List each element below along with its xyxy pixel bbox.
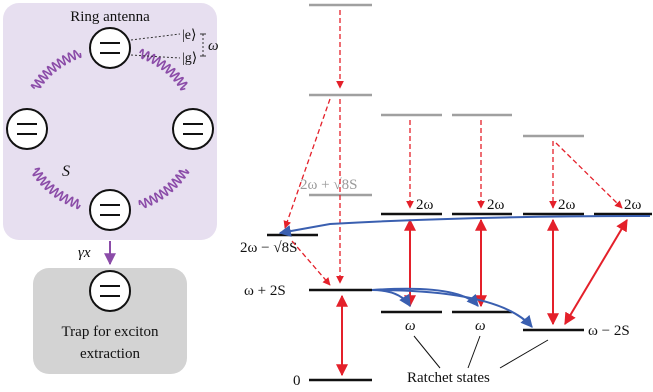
level-w-minus-2s-label: ω − 2S — [588, 323, 630, 339]
coupling-label: S — [62, 163, 70, 180]
trap-site — [89, 270, 131, 312]
leader-line-g — [130, 54, 181, 59]
dashed-arrow-minus-to-w2s — [291, 240, 331, 286]
ratchet-states-label: Ratchet states — [407, 370, 490, 386]
leader-line-e — [130, 33, 181, 41]
decay-label: γx — [78, 245, 91, 261]
state-e-label: |e⟩ — [182, 28, 196, 43]
trap-label-line1: Trap for exciton — [62, 324, 159, 340]
site-left — [6, 108, 48, 150]
trap-label-line2: extraction — [80, 346, 140, 362]
level-2w-plus-label: 2ω + √8S — [300, 177, 357, 193]
level-2w-d-label: 2ω — [624, 197, 642, 213]
state-g-label: |g⟩ — [182, 51, 197, 66]
site-right — [172, 108, 214, 150]
coupling-waves — [30, 48, 190, 210]
ratchet-leader-1 — [413, 335, 441, 369]
site-top — [89, 27, 131, 69]
wave-top-right — [139, 48, 188, 91]
level-w-plus-2s-label: ω + 2S — [244, 283, 286, 299]
level-w-label: ω — [405, 318, 416, 334]
wave-bottom-right — [138, 168, 190, 209]
transfer-arrow-w2s-to-w — [371, 289, 411, 308]
site-bottom — [89, 189, 131, 231]
wave-top-left — [30, 49, 82, 90]
transfer-arrow-2w-long — [278, 215, 651, 237]
level-2w-b-label: 2ω — [487, 197, 505, 213]
level-2w-c-label: 2ω — [558, 197, 576, 213]
ratchet-leader-3 — [499, 339, 549, 369]
transfer-arrow-w2s-to-w2 — [371, 287, 479, 307]
transfer-arrow-w2s-to-wm2s — [371, 289, 533, 328]
trap-panel — [33, 268, 187, 374]
transition-freq-label: ω — [208, 38, 219, 54]
level-w2-label: ω — [475, 318, 486, 334]
level-2w-minus-label: 2ω − √8S — [240, 240, 297, 256]
ratchet-leader-2 — [467, 335, 481, 369]
ring-antenna-title: Ring antenna — [70, 9, 150, 25]
excitation-arrow-d — [564, 218, 628, 326]
level-ground-label: 0 — [293, 373, 301, 389]
level-2w-a-label: 2ω — [416, 197, 434, 213]
wave-bottom-left — [32, 167, 81, 210]
dashed-arrow-diag-left — [283, 98, 331, 229]
